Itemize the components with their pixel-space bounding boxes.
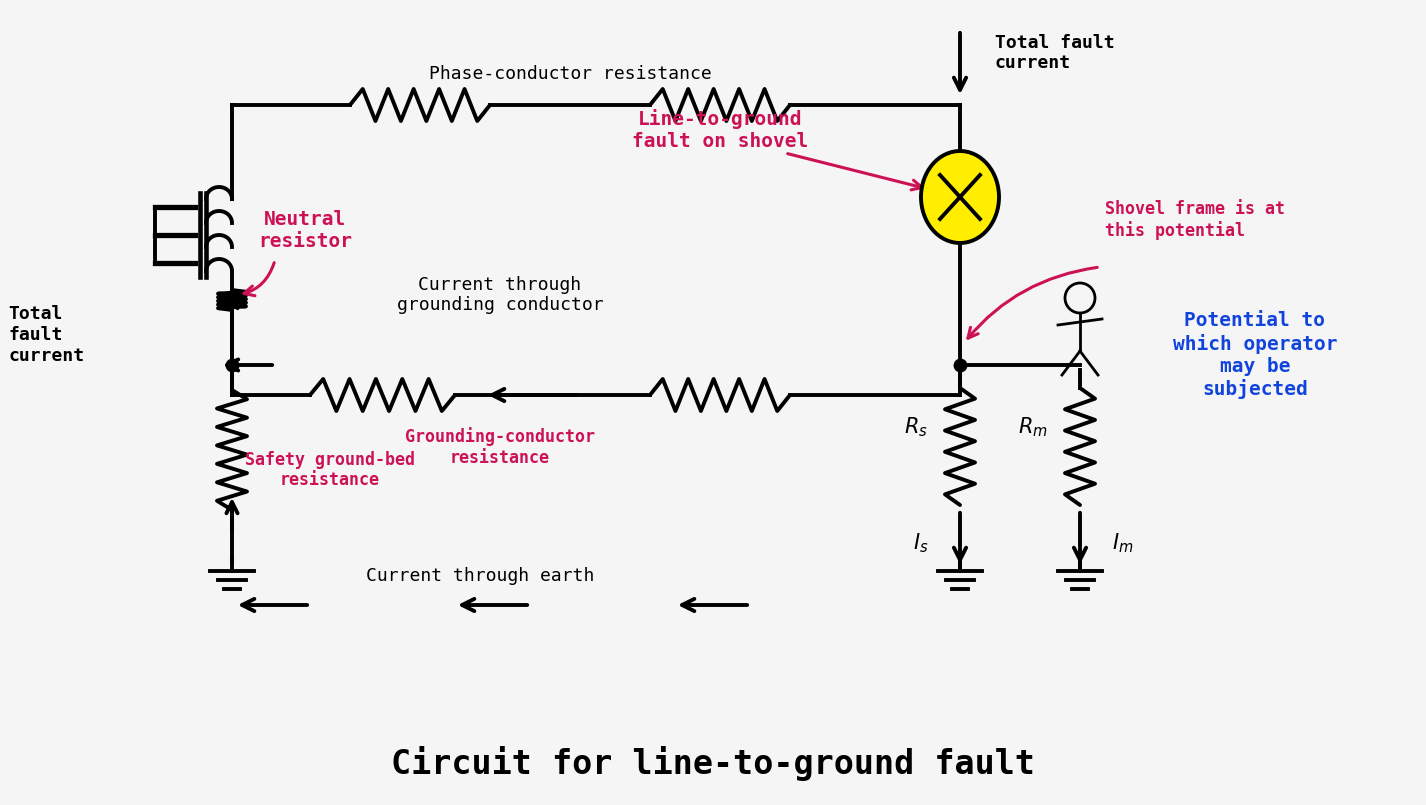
Text: $R_s$: $R_s$	[904, 415, 928, 440]
Text: Potential to
which operator
may be
subjected: Potential to which operator may be subje…	[1172, 312, 1338, 398]
Text: Total
fault
current: Total fault current	[9, 305, 84, 365]
Text: Circuit for line-to-ground fault: Circuit for line-to-ground fault	[391, 745, 1035, 781]
Text: $R_m$: $R_m$	[1018, 415, 1048, 440]
Text: Shovel frame is at
this potential: Shovel frame is at this potential	[1105, 200, 1285, 240]
Text: Current through
grounding conductor: Current through grounding conductor	[396, 275, 603, 315]
Text: $I_s$: $I_s$	[913, 531, 928, 555]
Text: Current through earth: Current through earth	[366, 567, 595, 585]
Text: Total fault
current: Total fault current	[995, 34, 1115, 72]
Text: Neutral
resistor: Neutral resistor	[258, 209, 352, 250]
Text: Grounding-conductor
resistance: Grounding-conductor resistance	[405, 427, 595, 467]
Text: Line-to-ground
fault on shovel: Line-to-ground fault on shovel	[632, 109, 809, 151]
Text: Safety ground-bed
resistance: Safety ground-bed resistance	[245, 451, 415, 489]
Text: Phase-conductor resistance: Phase-conductor resistance	[429, 65, 712, 83]
Text: $I_m$: $I_m$	[1112, 531, 1134, 555]
Ellipse shape	[921, 151, 1000, 243]
